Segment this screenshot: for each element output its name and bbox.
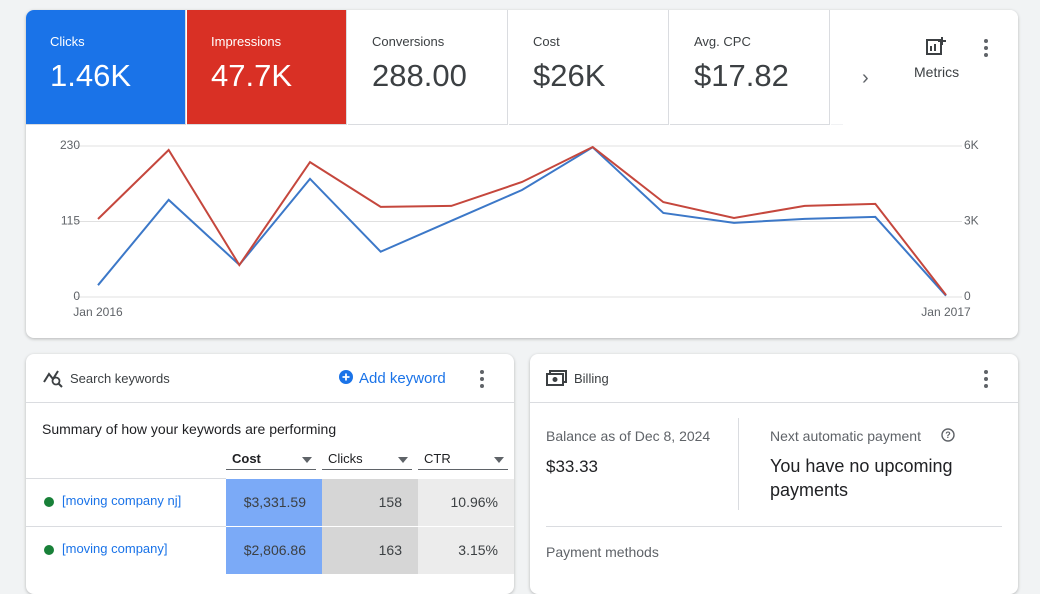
- column-header[interactable]: Cost: [226, 450, 316, 470]
- add-icon[interactable]: [339, 370, 353, 384]
- metric-label: Impressions: [211, 34, 282, 49]
- keyword[interactable]: [moving company]: [62, 541, 168, 556]
- card-title: Billing: [574, 371, 609, 386]
- table-cell: 163: [322, 526, 418, 574]
- y2-tick-label: 0: [964, 289, 971, 303]
- metric-value: $17.82: [694, 58, 789, 93]
- divider: [738, 418, 739, 510]
- metrics-button[interactable]: Metrics: [914, 64, 960, 80]
- y2-tick-label: 3K: [964, 214, 979, 228]
- metric-tile[interactable]: Impressions 47.7K: [187, 10, 347, 125]
- divider: [26, 526, 226, 527]
- y-tick-label: 0: [73, 289, 80, 303]
- table-cell: 3.15%: [418, 526, 514, 574]
- divider: [26, 402, 514, 403]
- metric-tile[interactable]: Cost $26K: [509, 10, 669, 125]
- more-menu[interactable]: [984, 39, 988, 60]
- metric-tile[interactable]: Avg. CPC $17.82: [670, 10, 830, 125]
- sort-arrow[interactable]: [302, 457, 312, 463]
- column-header[interactable]: CTR: [418, 450, 508, 470]
- keyword[interactable]: [moving company nj]: [62, 493, 182, 508]
- status-dot: [44, 545, 54, 555]
- balance-label: Balance as of Dec 8, 2024: [546, 428, 711, 444]
- metric-value: $26K: [533, 58, 606, 93]
- page: Clicks 1.46K Impressions 47.7K Conversions 28…: [26, 10, 1018, 594]
- divider: [546, 526, 1002, 527]
- scroll-arrow[interactable]: ›: [862, 67, 869, 89]
- divider: [530, 402, 1018, 403]
- keywords-card: Search keywords Add keyword Summary of h…: [26, 354, 514, 594]
- metric-label: Clicks: [50, 34, 85, 49]
- performance-card: Clicks 1.46K Impressions 47.7K Conversions 28…: [26, 10, 1018, 338]
- metric-value: 47.7K: [211, 58, 293, 93]
- svg-text:?: ?: [945, 430, 951, 440]
- series-line: [97, 145, 947, 296]
- x-tick-label: Jan 2017: [921, 305, 971, 319]
- table-cell: 10.96%: [418, 478, 514, 526]
- more-menu[interactable]: [984, 370, 988, 391]
- table-cell: $3,331.59: [226, 478, 322, 526]
- y-tick-label: 115: [61, 214, 80, 228]
- metric-label: Avg. CPC: [694, 34, 751, 49]
- add-keyword[interactable]: Add keyword: [359, 370, 446, 387]
- next-text: You have no upcoming payments: [770, 456, 953, 500]
- metric-tile[interactable]: Conversions 288.00: [348, 10, 508, 125]
- more-menu[interactable]: [480, 370, 484, 391]
- metric-tile[interactable]: Clicks 1.46K: [26, 10, 186, 125]
- methods: Payment methods: [546, 544, 659, 560]
- table-cell: 158: [322, 478, 418, 526]
- column-header[interactable]: Clicks: [322, 450, 412, 470]
- billing-card: Billing Balance as of Dec 8, 2024 $33.33…: [530, 354, 1018, 594]
- sort-arrow[interactable]: [494, 457, 504, 463]
- chart: 0 115 230 0 3K 6K Jan 2016 Jan 2017: [60, 138, 979, 319]
- y2-tick-label: 6K: [964, 138, 979, 152]
- metrics-overlay: [843, 10, 1018, 125]
- next-label: Next automatic payment: [770, 428, 921, 444]
- x-tick-label: Jan 2016: [73, 305, 123, 319]
- metric-value: 288.00: [372, 58, 467, 93]
- table-cell: $2,806.86: [226, 526, 322, 574]
- metrics-icon[interactable]: [925, 36, 947, 56]
- keywords-icon: [43, 370, 63, 388]
- metric-value: 1.46K: [50, 58, 132, 93]
- sort-arrow[interactable]: [398, 457, 408, 463]
- y-tick-label: 230: [60, 138, 80, 152]
- metric-label: Cost: [533, 34, 560, 49]
- metric-label: Conversions: [372, 34, 445, 49]
- help-icon[interactable]: ?: [941, 428, 955, 442]
- status-dot: [44, 497, 54, 507]
- balance: $33.33: [546, 457, 598, 476]
- summary: Summary of how your keywords are perform…: [42, 421, 337, 437]
- billing-icon: [546, 370, 567, 386]
- card-title: Search keywords: [70, 371, 170, 386]
